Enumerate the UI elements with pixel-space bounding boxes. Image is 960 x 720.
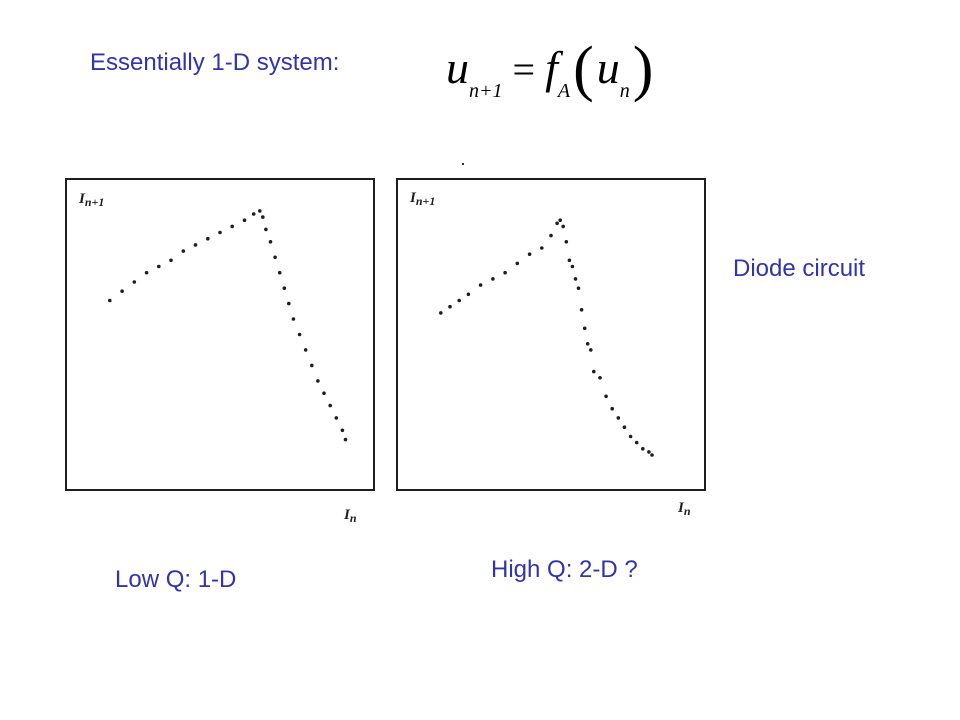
- scatter-point: [273, 255, 277, 260]
- scatter-point: [567, 258, 572, 263]
- return-map-low-q-svg: [108, 209, 348, 442]
- scatter-point: [478, 283, 483, 287]
- caption-high-q: High Q: 2-D ?: [491, 556, 638, 583]
- scatter-point: [108, 298, 112, 303]
- scatter-point: [206, 236, 210, 241]
- stray-dot: [462, 163, 464, 165]
- scatter-point: [585, 342, 590, 346]
- equation-operator: =: [512, 47, 536, 92]
- x-axis-label-high-q: In: [678, 500, 691, 518]
- equation-func: f: [545, 42, 558, 93]
- scatter-point: [604, 394, 608, 399]
- return-map-plot-high-q: [396, 178, 706, 491]
- equation-lhs-sub: n+1: [469, 80, 503, 102]
- scatter-point: [641, 447, 645, 451]
- scatter-point: [540, 246, 544, 250]
- equation-close-paren: ): [632, 35, 654, 103]
- scatter-point: [616, 416, 621, 420]
- scatter-point: [647, 450, 651, 454]
- scatter-point: [230, 224, 234, 229]
- return-map-plot-low-q: [65, 178, 375, 491]
- equation-arg-var: u: [596, 42, 620, 93]
- scatter-point: [242, 218, 247, 222]
- scatter-point: [549, 233, 553, 238]
- scatter-point: [634, 440, 639, 445]
- scatter-point: [144, 270, 149, 275]
- scatter-point: [558, 218, 562, 222]
- map-equation: un+1 = fA(un): [446, 28, 656, 108]
- scatter-point: [579, 308, 584, 312]
- equation-func-sub: A: [557, 80, 571, 102]
- scatter-point: [310, 363, 314, 368]
- scatter-point: [297, 332, 302, 337]
- scatter-point: [277, 270, 282, 275]
- scatter-point: [589, 348, 593, 352]
- scatter-point: [268, 240, 273, 244]
- scatter-point: [261, 215, 265, 219]
- scatter-point: [448, 304, 452, 309]
- scatter-point: [515, 261, 520, 266]
- y-axis-label-high-q: In+1: [410, 190, 436, 208]
- slide-heading: Essentially 1-D system:: [90, 49, 340, 76]
- caption-low-q: Low Q: 1-D: [115, 566, 237, 593]
- scatter-point: [527, 252, 532, 256]
- scatter-point: [322, 391, 326, 395]
- scatter-point: [181, 249, 186, 253]
- x-axis-label-low-q: In: [344, 507, 357, 525]
- scatter-point: [628, 434, 633, 439]
- scatter-point: [610, 406, 614, 411]
- scatter-point: [282, 286, 287, 290]
- scatter-point: [573, 277, 578, 281]
- scatter-point: [316, 379, 320, 383]
- equation-arg-sub: n: [619, 80, 630, 102]
- scatter-point: [258, 209, 262, 213]
- scatter-point: [303, 348, 308, 352]
- scatter-point: [598, 376, 602, 380]
- scatter-point: [132, 280, 137, 284]
- scatter-point: [582, 326, 587, 331]
- scatter-point: [650, 453, 654, 457]
- scatter-point: [561, 224, 565, 229]
- scatter-point: [343, 437, 348, 442]
- scatter-point: [457, 298, 461, 303]
- scatter-point: [491, 277, 495, 281]
- scatter-point: [503, 270, 507, 275]
- side-caption: Diode circuit: [733, 255, 866, 282]
- scatter-point: [291, 317, 296, 321]
- equation-open-paren: (: [573, 35, 594, 103]
- scatter-point: [466, 292, 471, 297]
- scatter-point: [570, 264, 575, 269]
- scatter-point: [120, 289, 124, 293]
- scatter-point: [334, 416, 339, 420]
- scatter-point: [218, 230, 222, 235]
- scatter-point: [251, 212, 256, 216]
- return-map-high-q-svg: [439, 218, 654, 457]
- scatter-point: [328, 403, 333, 408]
- scatter-point: [555, 221, 559, 226]
- scatter-point: [264, 227, 268, 232]
- scatter-point: [193, 243, 198, 247]
- y-axis-label-low-q: In+1: [79, 191, 105, 209]
- scatter-point: [157, 264, 161, 269]
- scatter-point: [287, 301, 291, 306]
- scatter-point: [622, 425, 627, 429]
- scatter-point: [439, 311, 443, 315]
- scatter-point: [576, 286, 581, 290]
- scatter-point: [564, 240, 569, 244]
- scatter-point: [340, 428, 345, 433]
- scatter-point: [592, 369, 596, 374]
- scatter-point: [169, 258, 173, 263]
- equation-lhs-var: u: [446, 42, 469, 93]
